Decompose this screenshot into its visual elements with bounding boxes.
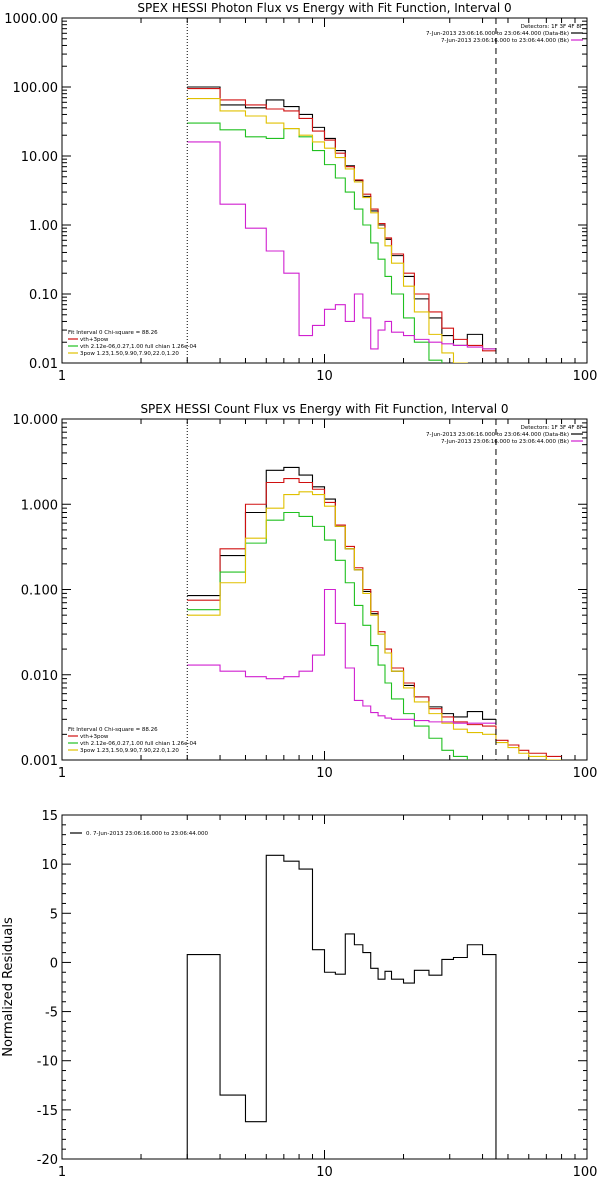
series-line-1 [187,86,496,350]
y-tick-label: -10 [37,1055,58,1070]
plot-area [186,419,562,760]
series-line-2 [187,478,562,758]
legend-bottom-text: vth+3pow [80,734,109,740]
series-line-4 [187,98,468,363]
legend-bottom-text: Fit Interval 0 Chi-square = 88.26 [68,727,158,733]
x-tick-label: 10 [316,369,333,384]
y-axis-label: Normalized Residuals [1,917,16,1057]
legend-text: 0. 7-Jun-2013 23:06:16.000 to 23:06:44.0… [86,831,209,837]
series-line-2 [187,87,496,352]
chart-title: SPEX HESSI Count Flux vs Energy with Fit… [140,402,508,416]
x-tick-label: 1 [58,766,66,781]
plot-frame [61,814,588,1160]
series-line-4 [187,491,562,760]
series-line-3 [187,511,468,760]
x-tick-label: 100 [573,369,598,384]
legend-bottom-text: 3pow 1.23,1.50,9.90,7.90,22.0,1.20 [80,351,179,357]
y-tick-label: 10 [41,858,58,873]
legend-bottom-text: vth 2.12e-06,0.27,1.00 full chian 1.26e-… [80,344,197,350]
series-line-1 [186,854,497,1159]
legend-bottom-text: vth+3pow [80,337,109,343]
y-tick-label: 0.001 [21,754,58,769]
x-tick-label: 100 [573,766,598,781]
legend-bottom-text: 3pow 1.23,1.50,9.90,7.90,22.0,1.20 [80,748,179,754]
plot-area [186,854,497,1159]
y-tick-label: 100.00 [13,81,59,96]
y-tick-label: 1.00 [29,219,58,234]
x-tick-label: 100 [573,1165,598,1180]
series-line-1 [187,466,496,720]
y-tick-label: 5 [50,907,58,922]
legend-top-text: 7-Jun-2013 23:06:16.000 to 23:06:44.000 … [426,31,569,37]
legend-top-text: 7-Jun-2013 23:06:16.000 to 23:06:44.000 … [441,439,569,445]
series-line-3 [187,122,443,363]
legend-bottom-text: vth 2.12e-06,0.27,1.00 full chian 1.26e-… [80,741,197,747]
series-line-5 [187,141,496,350]
y-tick-label: 10.00 [21,150,58,165]
legend-top-text: Detectors: 1F 3F 4F 8F [521,425,583,431]
y-tick-label: -15 [37,1104,58,1119]
x-tick-label: 1 [58,369,66,384]
panel-3: Normalized Residuals 1 10 100 -20 -15 -10 -5 0 5 1… [1,809,597,1180]
plot-area [186,18,497,363]
legend-top-text: 7-Jun-2013 23:06:16.000 to 23:06:44.000 … [441,38,569,44]
panel-1: SPEX HESSI Photon Flux vs Energy with Fi… [4,1,597,384]
legend-top-text: Detectors: 1F 3F 4F 8F [521,24,583,30]
series-line-5 [187,588,496,724]
y-tick-label: 0.10 [29,288,58,303]
y-tick-label: 15 [41,809,58,824]
y-tick-label: -5 [45,1006,58,1021]
y-tick-label: 10.000 [13,413,59,428]
y-tick-label: 0 [50,956,58,971]
y-tick-label: 0.010 [21,669,58,684]
x-tick-label: 1 [58,1165,66,1180]
y-tick-label: 1.000 [21,498,58,513]
panel-2: SPEX HESSI Count Flux vs Energy with Fit… [13,402,598,781]
y-tick-label: 0.01 [29,357,58,372]
x-tick-label: 10 [316,766,333,781]
y-tick-label: -20 [37,1153,58,1168]
x-tick-label: 10 [316,1165,333,1180]
chart-title: SPEX HESSI Photon Flux vs Energy with Fi… [137,1,511,15]
legend-top-text: 7-Jun-2013 23:06:16.000 to 23:06:44.000 … [426,432,569,438]
y-tick-label: 1000.00 [4,12,58,27]
y-tick-label: 0.100 [21,584,58,599]
legend-bottom-text: Fit Interval 0 Chi-square = 88.26 [68,330,158,336]
